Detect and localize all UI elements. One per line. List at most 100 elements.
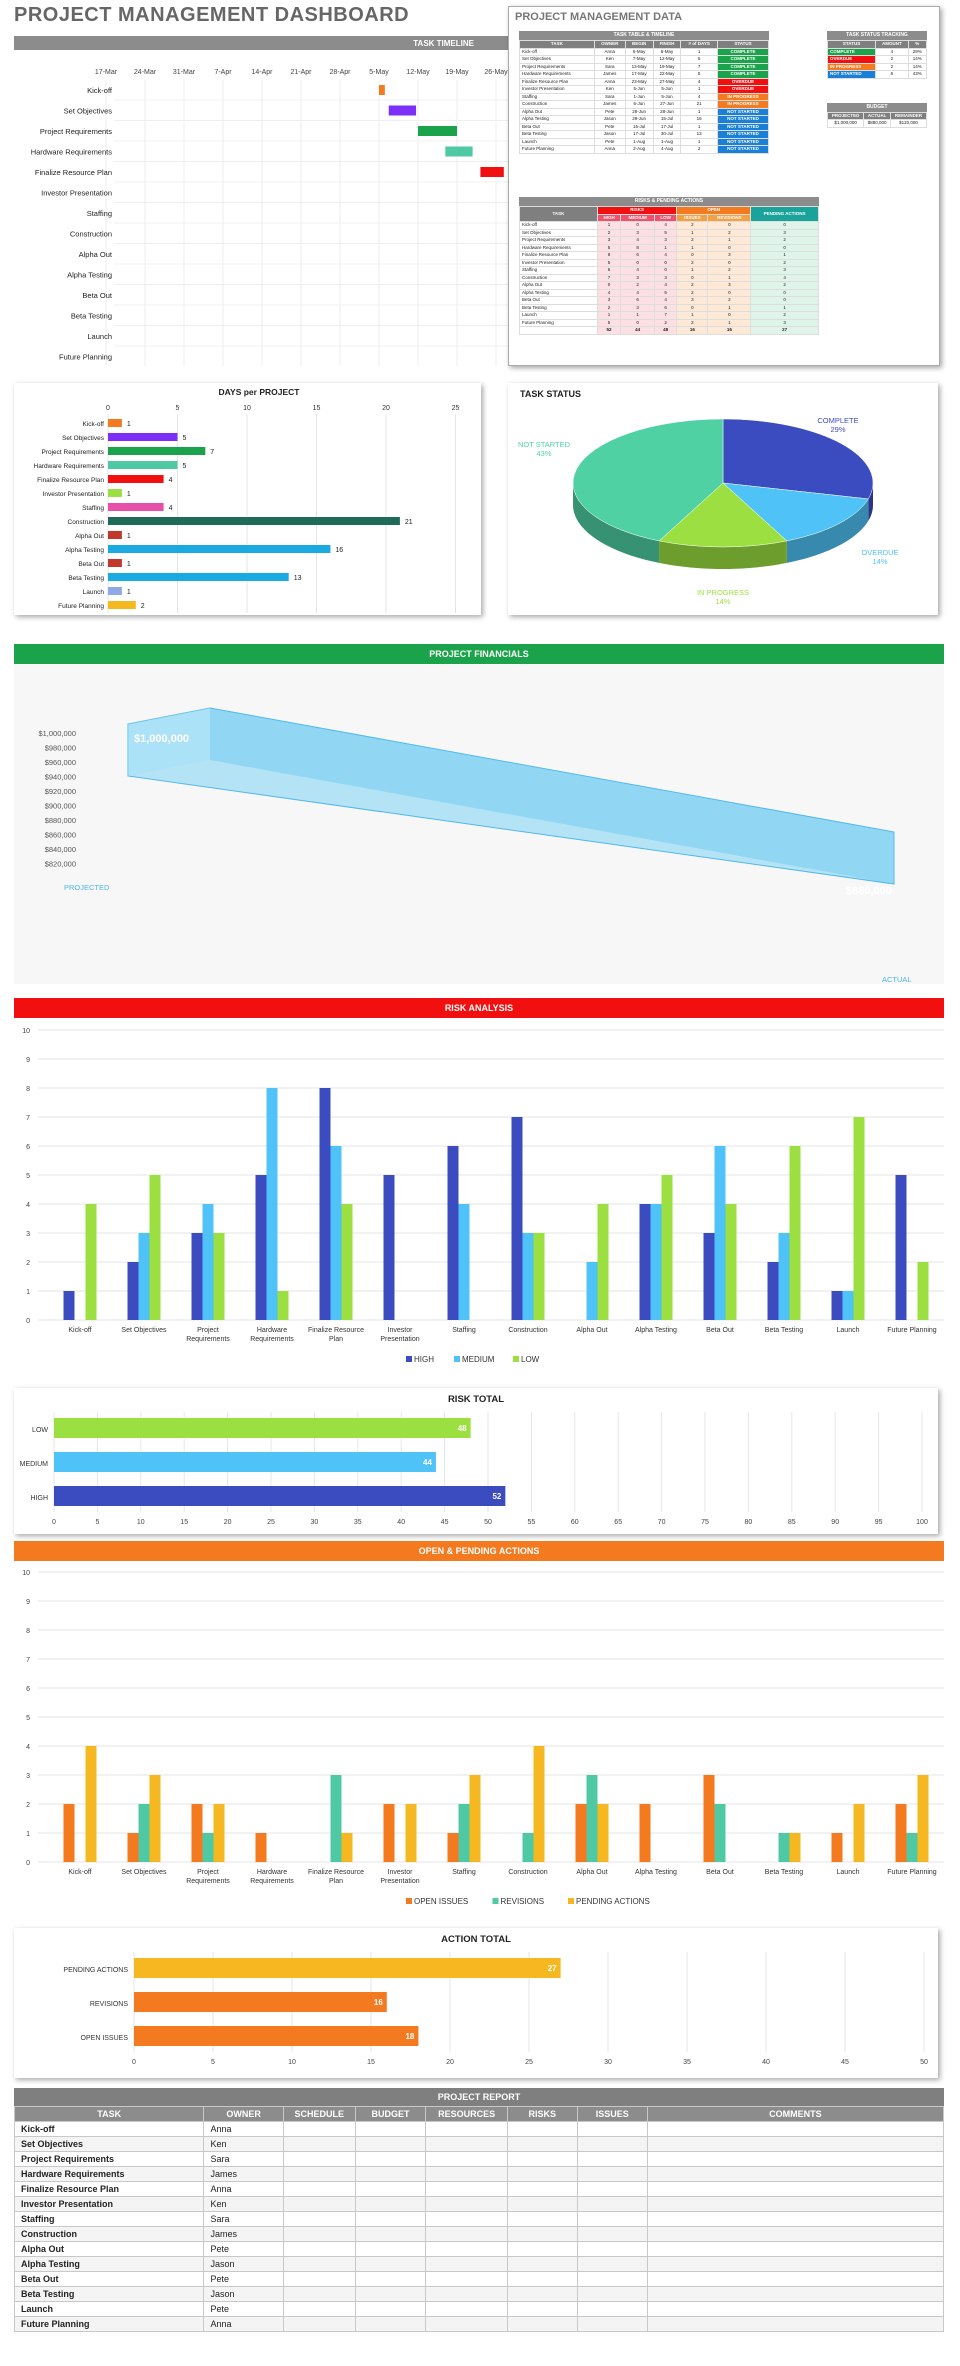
table1-cell: 16 (680, 115, 718, 124)
report-cell[interactable] (507, 2151, 578, 2167)
report-cell[interactable] (646, 2181, 945, 2197)
report-cell[interactable] (282, 2286, 356, 2302)
report-cell[interactable] (507, 2271, 578, 2287)
report-cell[interactable] (576, 2316, 648, 2332)
report-cell[interactable] (425, 2301, 508, 2317)
report-cell[interactable] (354, 2226, 427, 2242)
timeline-task-label: Project Requirements (40, 127, 112, 136)
report-cell[interactable] (425, 2271, 508, 2287)
report-cell[interactable] (354, 2136, 427, 2152)
status-pct: 43% (907, 70, 928, 79)
report-cell[interactable] (425, 2166, 508, 2182)
report-cell[interactable] (507, 2256, 578, 2272)
report-cell[interactable] (282, 2241, 356, 2257)
report-cell[interactable] (646, 2301, 945, 2317)
table2-header: RISKS & PENDING ACTIONS (519, 197, 819, 206)
report-cell[interactable] (576, 2136, 648, 2152)
report-cell[interactable] (354, 2121, 427, 2137)
report-cell[interactable] (646, 2166, 945, 2182)
report-cell[interactable] (646, 2316, 945, 2332)
report-cell[interactable] (507, 2181, 578, 2197)
report-cell[interactable] (507, 2196, 578, 2212)
report-cell[interactable] (282, 2166, 356, 2182)
page-title: PROJECT MANAGEMENT DASHBOARD (14, 4, 410, 26)
report-cell[interactable] (646, 2136, 945, 2152)
report-cell[interactable] (646, 2151, 945, 2167)
report-cell[interactable] (425, 2226, 508, 2242)
report-cell[interactable] (576, 2256, 648, 2272)
report-cell[interactable] (646, 2196, 945, 2212)
table1-cell: Set Objectives (519, 55, 595, 64)
report-cell[interactable] (576, 2196, 648, 2212)
xtick-label: 30 (311, 1519, 319, 1526)
report-cell[interactable] (576, 2166, 648, 2182)
report-cell[interactable] (646, 2211, 945, 2227)
report-cell[interactable] (646, 2121, 945, 2137)
table1-cell: 13-May (624, 62, 654, 71)
report-cell[interactable] (576, 2151, 648, 2167)
report-cell[interactable] (576, 2181, 648, 2197)
report-cell[interactable] (354, 2286, 427, 2302)
report-cell[interactable] (507, 2301, 578, 2317)
report-cell[interactable] (282, 2181, 356, 2197)
report-cell[interactable] (425, 2136, 508, 2152)
budget-cell: $120,000 (889, 119, 928, 128)
report-cell[interactable] (425, 2211, 508, 2227)
report-cell[interactable] (576, 2271, 648, 2287)
report-cell[interactable] (354, 2316, 427, 2332)
table2-cell: 0 (676, 251, 709, 260)
report-cell[interactable] (425, 2181, 508, 2197)
report-cell[interactable] (507, 2241, 578, 2257)
report-cell[interactable] (576, 2121, 648, 2137)
report-cell[interactable] (425, 2256, 508, 2272)
report-cell[interactable] (507, 2121, 578, 2137)
report-cell[interactable] (576, 2301, 648, 2317)
report-cell[interactable] (576, 2241, 648, 2257)
report-cell[interactable] (507, 2166, 578, 2182)
report-cell[interactable] (354, 2241, 427, 2257)
report-cell[interactable] (282, 2226, 356, 2242)
report-cell[interactable] (425, 2196, 508, 2212)
column-bar (533, 1233, 545, 1320)
report-cell[interactable] (354, 2271, 427, 2287)
report-cell[interactable] (576, 2211, 648, 2227)
report-cell[interactable] (646, 2286, 945, 2302)
report-cell[interactable] (282, 2196, 356, 2212)
report-cell[interactable] (354, 2166, 427, 2182)
report-cell[interactable] (282, 2151, 356, 2167)
report-cell[interactable] (282, 2136, 356, 2152)
report-cell[interactable] (646, 2241, 945, 2257)
report-cell[interactable] (354, 2211, 427, 2227)
financials-ytick: $960,000 (45, 758, 76, 767)
report-cell[interactable] (425, 2241, 508, 2257)
report-cell[interactable] (646, 2271, 945, 2287)
report-cell[interactable] (646, 2226, 945, 2242)
column-bar (191, 1233, 203, 1320)
report-cell[interactable] (425, 2286, 508, 2302)
report-cell[interactable] (354, 2256, 427, 2272)
days-title: DAYS per PROJECT (219, 387, 301, 397)
report-cell[interactable] (282, 2121, 356, 2137)
report-cell[interactable] (282, 2271, 356, 2287)
report-cell[interactable] (507, 2286, 578, 2302)
report-cell[interactable] (354, 2181, 427, 2197)
report-cell[interactable] (576, 2226, 648, 2242)
report-cell[interactable] (507, 2226, 578, 2242)
report-cell[interactable] (425, 2316, 508, 2332)
report-cell[interactable] (507, 2316, 578, 2332)
report-cell[interactable] (507, 2211, 578, 2227)
report-cell[interactable] (354, 2196, 427, 2212)
report-cell[interactable] (425, 2121, 508, 2137)
days-task-label: Staffing (82, 505, 104, 512)
report-cell[interactable] (282, 2256, 356, 2272)
report-cell[interactable] (507, 2136, 578, 2152)
report-cell[interactable] (282, 2211, 356, 2227)
report-cell[interactable] (576, 2286, 648, 2302)
report-cell[interactable] (282, 2301, 356, 2317)
report-cell[interactable] (646, 2256, 945, 2272)
report-cell[interactable] (354, 2151, 427, 2167)
report-cell[interactable] (425, 2151, 508, 2167)
report-cell[interactable] (354, 2301, 427, 2317)
legend-swatch (454, 1356, 460, 1362)
report-cell[interactable] (282, 2316, 356, 2332)
